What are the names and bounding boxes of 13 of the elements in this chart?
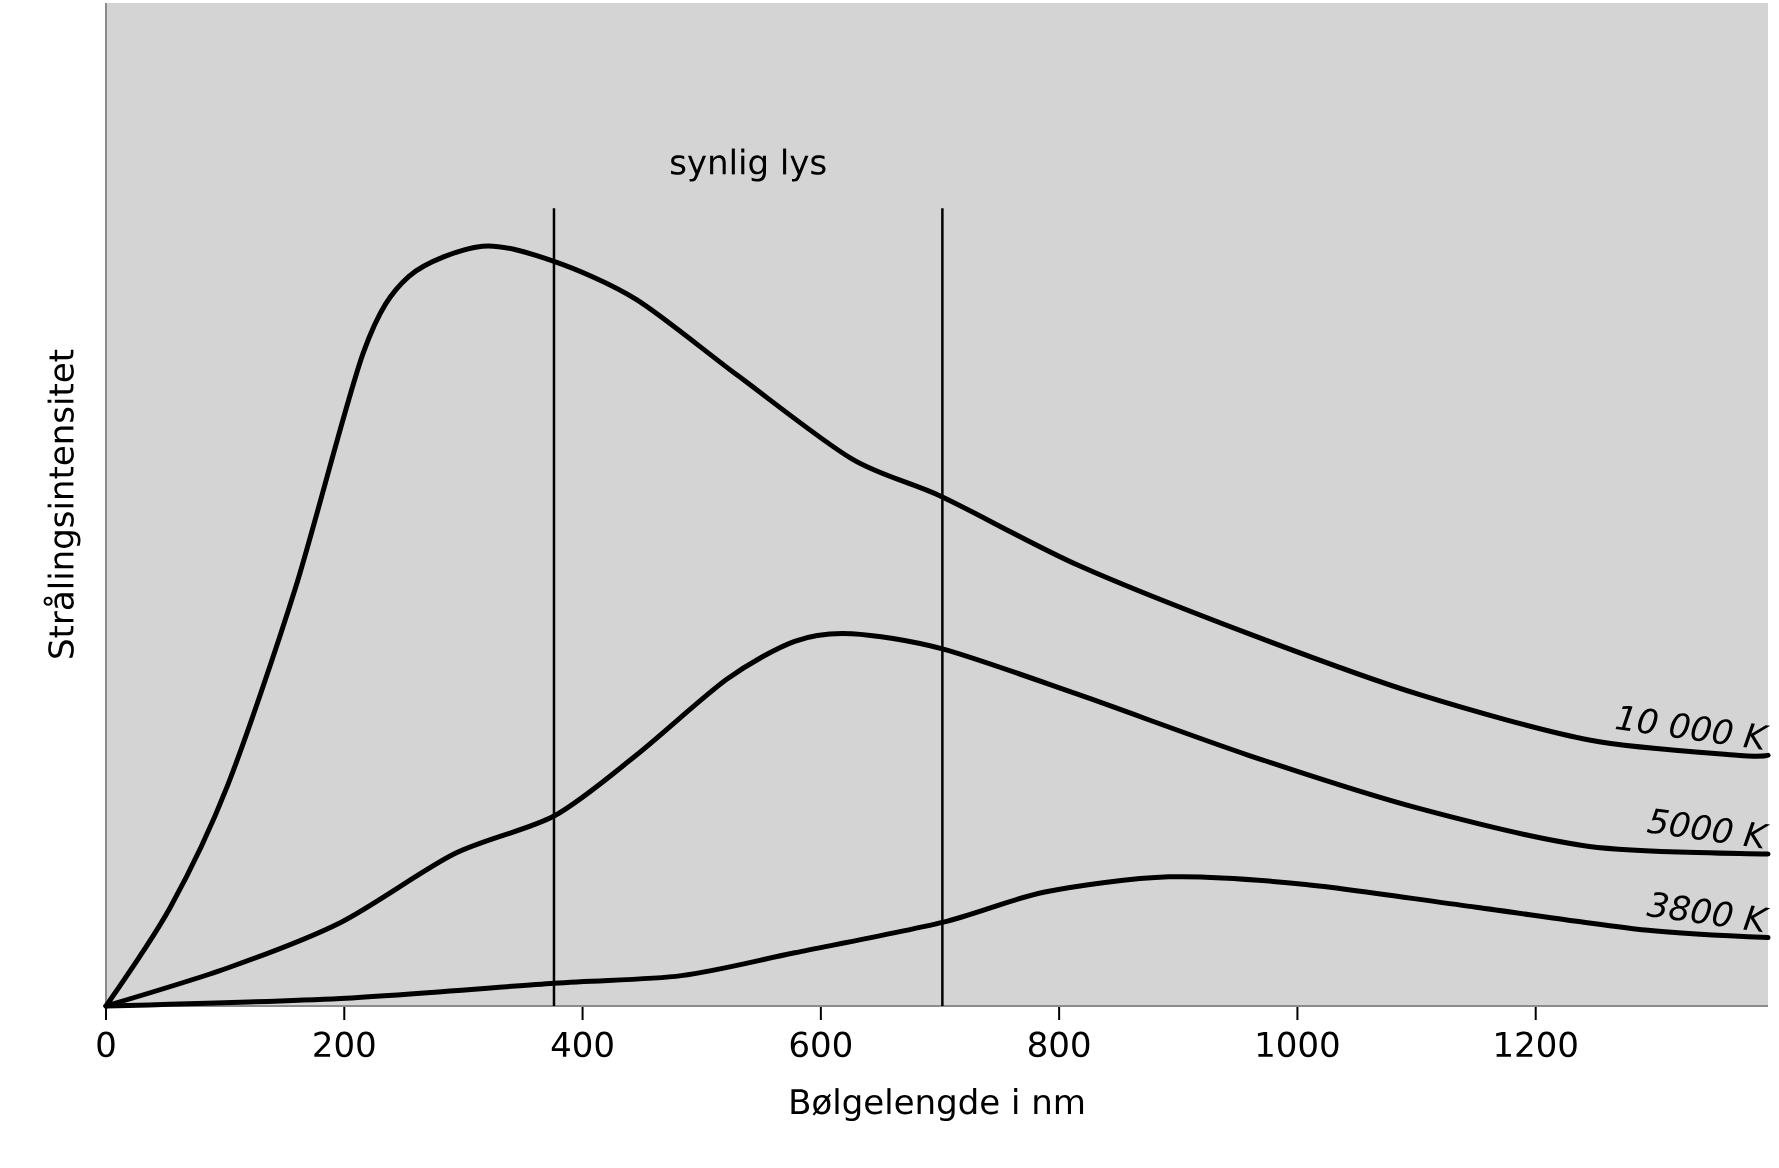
text: synlig lys (671, 148, 826, 182)
x-tick-label: 1200 (1496, 1031, 1577, 1058)
x-tick-label: 1000 (1257, 1031, 1339, 1058)
y-axis-title: Strålingsintensitet (43, 349, 81, 658)
text: 3800 K (1646, 892, 1771, 933)
x-tick-label: 200 (314, 1031, 375, 1058)
x-tick-label: 600 (790, 1031, 852, 1058)
text: 5000 K (1646, 808, 1771, 849)
text: 10 000 K (1615, 705, 1771, 750)
x-tick-label: 800 (1029, 1031, 1090, 1058)
x-axis-title: Bølgelengde i nm (791, 1088, 1084, 1122)
x-tick-label: 400 (551, 1031, 613, 1058)
x-tick-label: 0 (97, 1031, 115, 1058)
